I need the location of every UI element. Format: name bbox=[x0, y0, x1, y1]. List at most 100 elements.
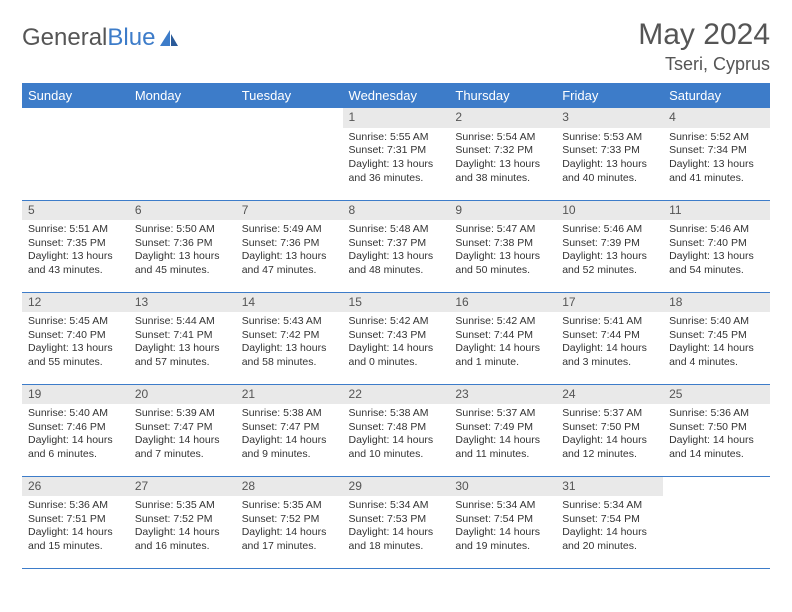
calendar-day-cell: 30Sunrise: 5:34 AMSunset: 7:54 PMDayligh… bbox=[449, 476, 556, 568]
day-number: 31 bbox=[556, 477, 663, 497]
day-number: 9 bbox=[449, 201, 556, 221]
day-number: 8 bbox=[343, 201, 450, 221]
day-header: Tuesday bbox=[236, 83, 343, 108]
day-info-line: Sunrise: 5:38 AM bbox=[242, 407, 337, 421]
day-info-line: and 12 minutes. bbox=[562, 448, 657, 462]
day-info-line: Daylight: 14 hours bbox=[242, 434, 337, 448]
day-number: 13 bbox=[129, 293, 236, 313]
day-info-line: Sunrise: 5:51 AM bbox=[28, 223, 123, 237]
day-info-line: and 19 minutes. bbox=[455, 540, 550, 554]
logo-text-1: General bbox=[22, 24, 107, 52]
day-info-line: Daylight: 14 hours bbox=[455, 434, 550, 448]
day-number: 4 bbox=[663, 108, 770, 128]
day-body: Sunrise: 5:50 AMSunset: 7:36 PMDaylight:… bbox=[129, 220, 236, 282]
day-number: 7 bbox=[236, 201, 343, 221]
day-body: Sunrise: 5:46 AMSunset: 7:40 PMDaylight:… bbox=[663, 220, 770, 282]
day-body: Sunrise: 5:51 AMSunset: 7:35 PMDaylight:… bbox=[22, 220, 129, 282]
day-body: Sunrise: 5:43 AMSunset: 7:42 PMDaylight:… bbox=[236, 312, 343, 374]
calendar-body: 1Sunrise: 5:55 AMSunset: 7:31 PMDaylight… bbox=[22, 108, 770, 568]
day-number: 25 bbox=[663, 385, 770, 405]
day-info-line: Daylight: 13 hours bbox=[242, 250, 337, 264]
day-body bbox=[22, 128, 129, 135]
calendar-day-cell: 10Sunrise: 5:46 AMSunset: 7:39 PMDayligh… bbox=[556, 200, 663, 292]
day-number: 27 bbox=[129, 477, 236, 497]
calendar-day-cell bbox=[22, 108, 129, 200]
day-info-line: and 54 minutes. bbox=[669, 264, 764, 278]
calendar-week-row: 19Sunrise: 5:40 AMSunset: 7:46 PMDayligh… bbox=[22, 384, 770, 476]
day-info-line: Sunrise: 5:46 AM bbox=[669, 223, 764, 237]
day-info-line: Sunrise: 5:52 AM bbox=[669, 131, 764, 145]
day-info-line: Daylight: 14 hours bbox=[28, 434, 123, 448]
day-info-line: and 9 minutes. bbox=[242, 448, 337, 462]
day-number: 21 bbox=[236, 385, 343, 405]
day-number: 23 bbox=[449, 385, 556, 405]
calendar-day-cell: 2Sunrise: 5:54 AMSunset: 7:32 PMDaylight… bbox=[449, 108, 556, 200]
day-info-line: Sunrise: 5:47 AM bbox=[455, 223, 550, 237]
day-info-line: Daylight: 13 hours bbox=[562, 158, 657, 172]
day-number: 11 bbox=[663, 201, 770, 221]
day-body: Sunrise: 5:40 AMSunset: 7:45 PMDaylight:… bbox=[663, 312, 770, 374]
day-info-line: and 10 minutes. bbox=[349, 448, 444, 462]
day-number: 16 bbox=[449, 293, 556, 313]
day-info-line: Daylight: 13 hours bbox=[242, 342, 337, 356]
day-info-line: Sunset: 7:32 PM bbox=[455, 144, 550, 158]
day-number: 19 bbox=[22, 385, 129, 405]
day-body: Sunrise: 5:38 AMSunset: 7:47 PMDaylight:… bbox=[236, 404, 343, 466]
day-info-line: and 36 minutes. bbox=[349, 172, 444, 186]
day-body: Sunrise: 5:46 AMSunset: 7:39 PMDaylight:… bbox=[556, 220, 663, 282]
day-info-line: Sunset: 7:54 PM bbox=[455, 513, 550, 527]
day-info-line: Sunset: 7:47 PM bbox=[135, 421, 230, 435]
day-info-line: Sunset: 7:44 PM bbox=[455, 329, 550, 343]
logo-sail-icon bbox=[158, 28, 180, 48]
day-body: Sunrise: 5:53 AMSunset: 7:33 PMDaylight:… bbox=[556, 128, 663, 190]
logo: GeneralBlue bbox=[22, 24, 180, 52]
day-info-line: Sunrise: 5:53 AM bbox=[562, 131, 657, 145]
day-header: Monday bbox=[129, 83, 236, 108]
day-body: Sunrise: 5:45 AMSunset: 7:40 PMDaylight:… bbox=[22, 312, 129, 374]
day-header: Friday bbox=[556, 83, 663, 108]
day-number: 24 bbox=[556, 385, 663, 405]
day-info-line: Sunrise: 5:42 AM bbox=[455, 315, 550, 329]
day-info-line: Sunrise: 5:38 AM bbox=[349, 407, 444, 421]
day-info-line: and 52 minutes. bbox=[562, 264, 657, 278]
day-number: 15 bbox=[343, 293, 450, 313]
calendar-day-cell: 4Sunrise: 5:52 AMSunset: 7:34 PMDaylight… bbox=[663, 108, 770, 200]
day-info-line: and 7 minutes. bbox=[135, 448, 230, 462]
calendar-day-cell: 27Sunrise: 5:35 AMSunset: 7:52 PMDayligh… bbox=[129, 476, 236, 568]
day-body: Sunrise: 5:42 AMSunset: 7:44 PMDaylight:… bbox=[449, 312, 556, 374]
day-info-line: and 3 minutes. bbox=[562, 356, 657, 370]
calendar-day-cell: 19Sunrise: 5:40 AMSunset: 7:46 PMDayligh… bbox=[22, 384, 129, 476]
day-info-line: Sunrise: 5:34 AM bbox=[562, 499, 657, 513]
day-info-line: Sunrise: 5:44 AM bbox=[135, 315, 230, 329]
day-number: 29 bbox=[343, 477, 450, 497]
day-info-line: and 45 minutes. bbox=[135, 264, 230, 278]
day-info-line: Daylight: 14 hours bbox=[669, 434, 764, 448]
day-info-line: Sunrise: 5:34 AM bbox=[455, 499, 550, 513]
day-info-line: Sunrise: 5:35 AM bbox=[242, 499, 337, 513]
day-info-line: Sunset: 7:40 PM bbox=[28, 329, 123, 343]
day-info-line: and 48 minutes. bbox=[349, 264, 444, 278]
day-body: Sunrise: 5:35 AMSunset: 7:52 PMDaylight:… bbox=[236, 496, 343, 558]
day-info-line: Sunset: 7:38 PM bbox=[455, 237, 550, 251]
calendar-day-cell: 13 Sunrise: 5:44 AMSunset: 7:41 PMDayligh… bbox=[129, 292, 236, 384]
day-info-line: and 41 minutes. bbox=[669, 172, 764, 186]
calendar-day-cell: 9Sunrise: 5:47 AMSunset: 7:38 PMDaylight… bbox=[449, 200, 556, 292]
day-info-line: Sunrise: 5:42 AM bbox=[349, 315, 444, 329]
calendar-day-cell: 25Sunrise: 5:36 AMSunset: 7:50 PMDayligh… bbox=[663, 384, 770, 476]
day-info-line: Daylight: 13 hours bbox=[135, 342, 230, 356]
calendar-week-row: 1Sunrise: 5:55 AMSunset: 7:31 PMDaylight… bbox=[22, 108, 770, 200]
day-body: Sunrise: 5:52 AMSunset: 7:34 PMDaylight:… bbox=[663, 128, 770, 190]
day-number: 20 bbox=[129, 385, 236, 405]
day-info-line: Sunrise: 5:39 AM bbox=[135, 407, 230, 421]
calendar-day-cell: 24Sunrise: 5:37 AMSunset: 7:50 PMDayligh… bbox=[556, 384, 663, 476]
calendar-table: SundayMondayTuesdayWednesdayThursdayFrid… bbox=[22, 83, 770, 569]
day-info-line: Sunset: 7:41 PM bbox=[135, 329, 230, 343]
calendar-day-cell: 20Sunrise: 5:39 AMSunset: 7:47 PMDayligh… bbox=[129, 384, 236, 476]
day-info-line: Sunset: 7:47 PM bbox=[242, 421, 337, 435]
day-number: 17 bbox=[556, 293, 663, 313]
day-info-line: and 18 minutes. bbox=[349, 540, 444, 554]
calendar-day-cell: 17Sunrise: 5:41 AMSunset: 7:44 PMDayligh… bbox=[556, 292, 663, 384]
day-info-line: Daylight: 14 hours bbox=[455, 342, 550, 356]
day-info-line: Sunset: 7:53 PM bbox=[349, 513, 444, 527]
day-info-line: and 6 minutes. bbox=[28, 448, 123, 462]
